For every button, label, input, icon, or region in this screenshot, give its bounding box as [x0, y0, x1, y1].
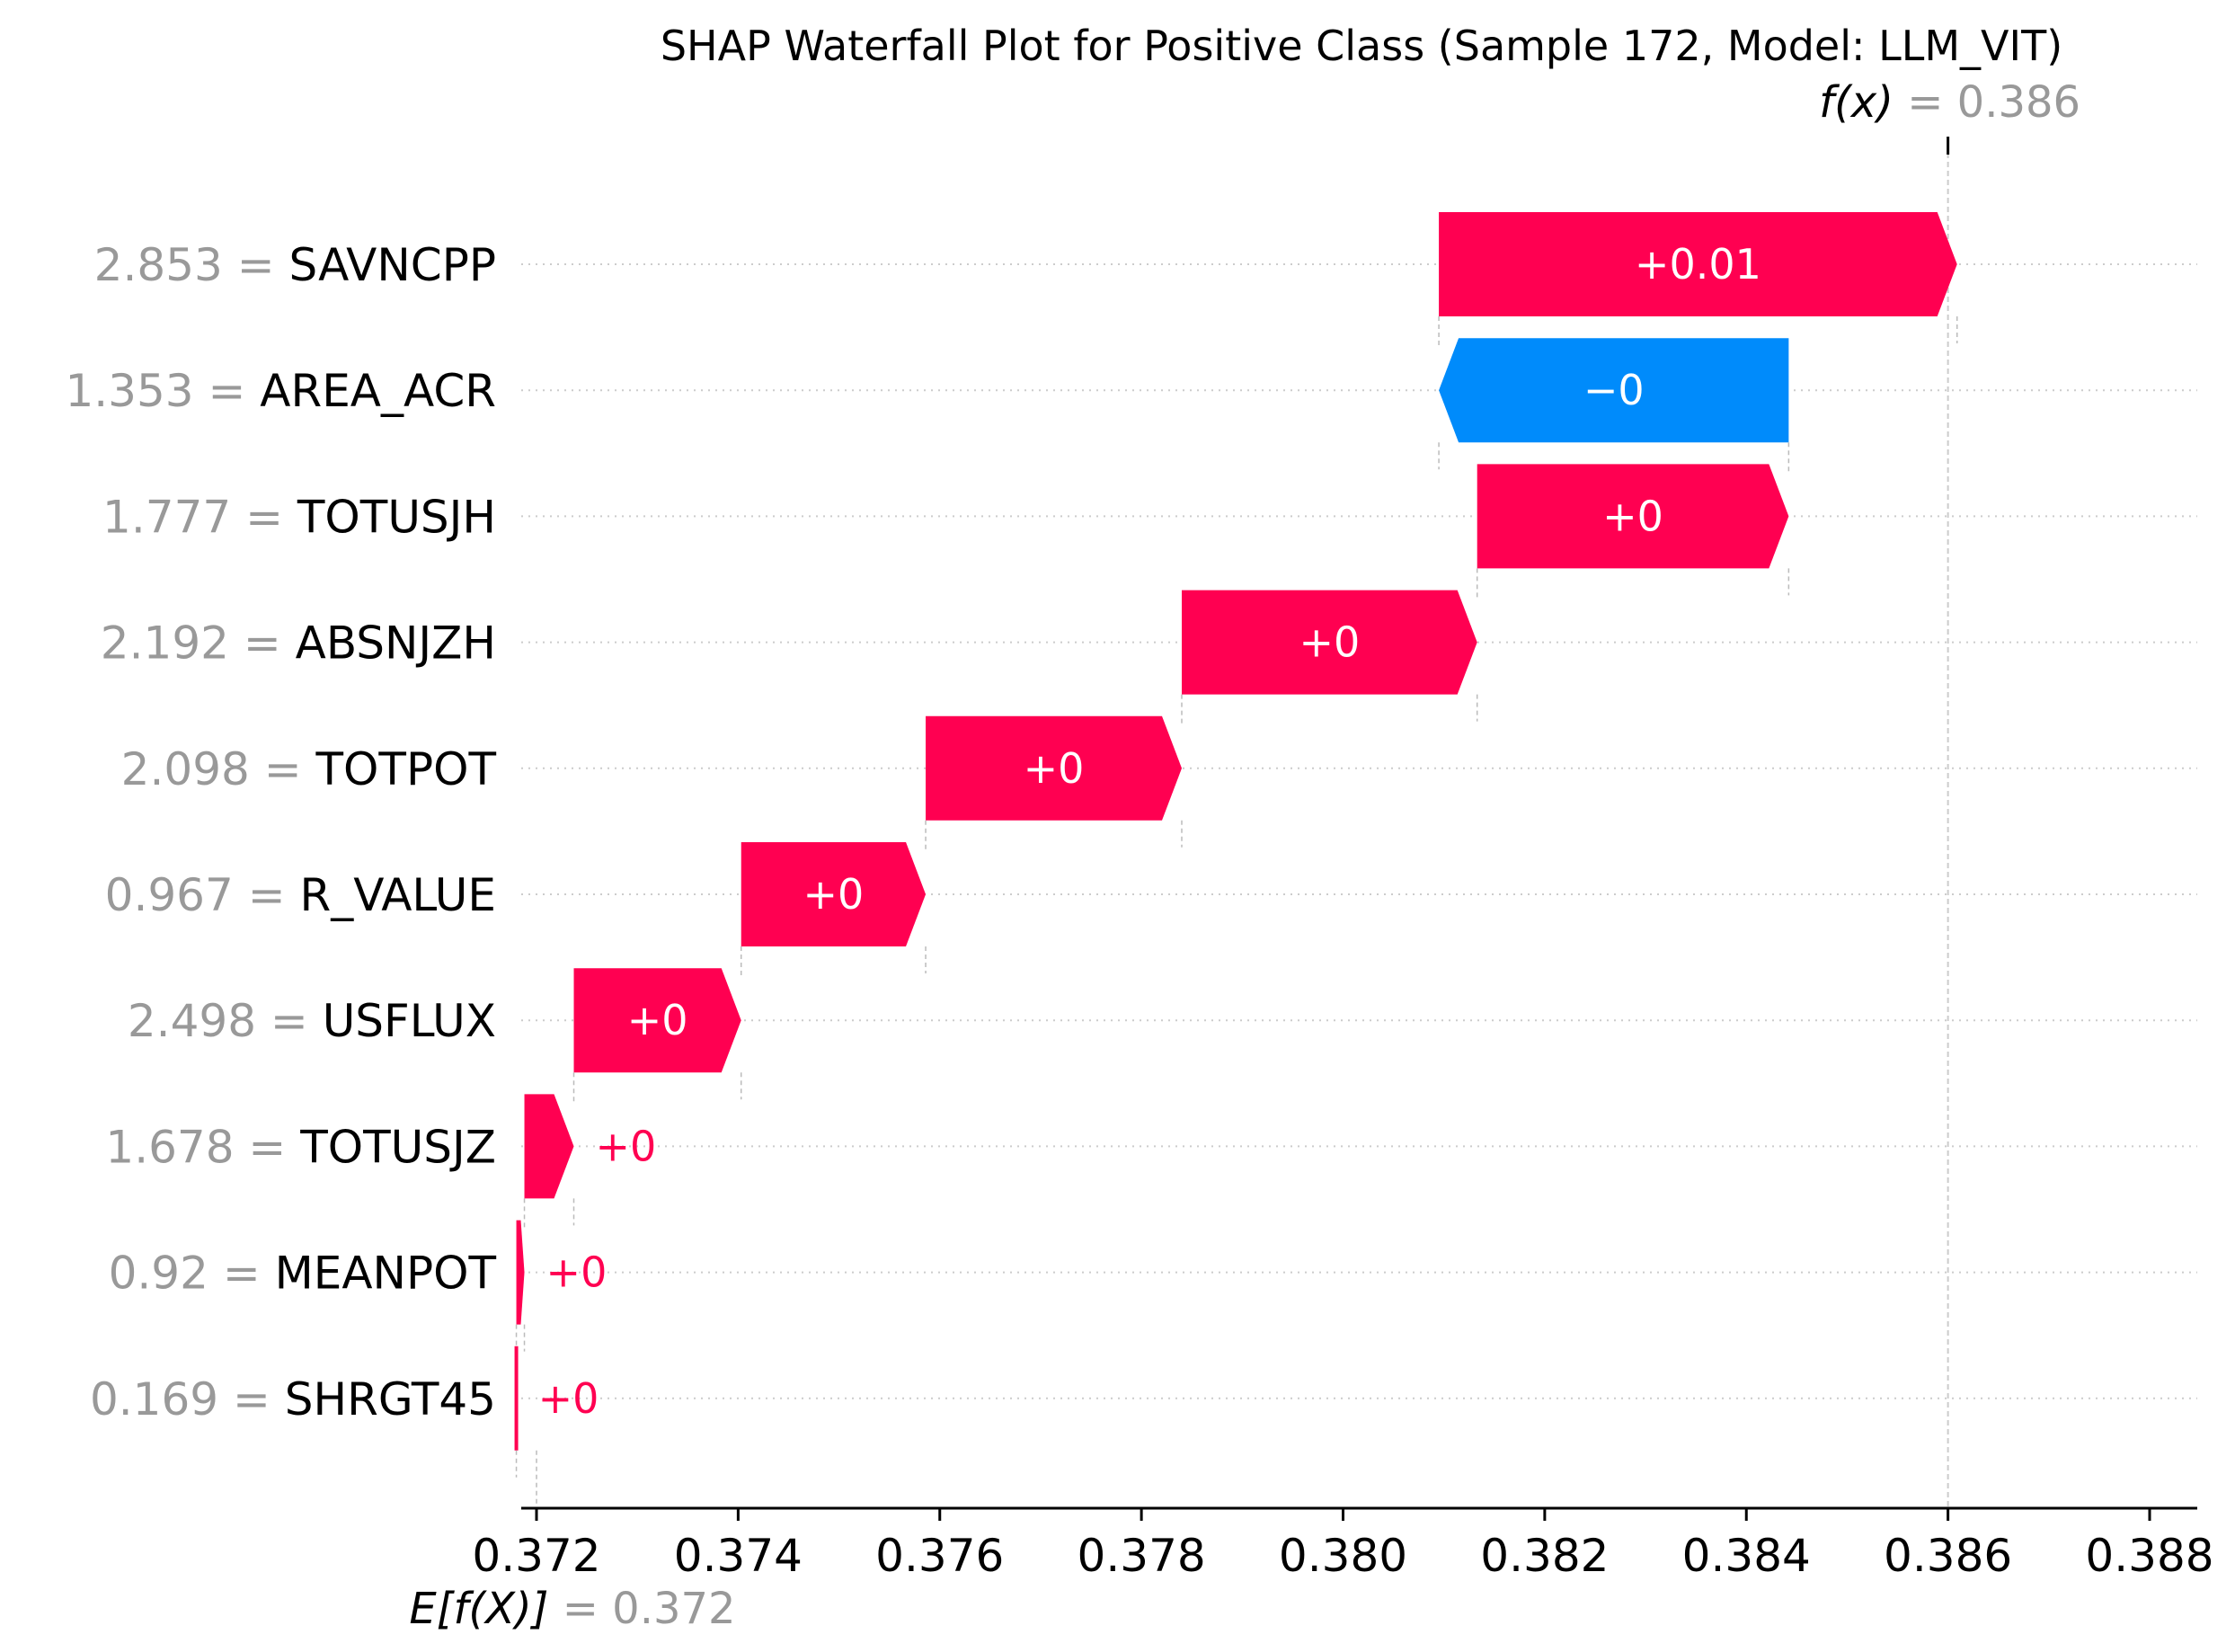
- feature-label: 1.777 = TOTUSJH: [102, 491, 496, 543]
- feature-value: 0.92 =: [109, 1248, 275, 1300]
- feature-label: 1.678 = TOTUSJZ: [105, 1121, 496, 1173]
- feature-name: TOTUSJH: [297, 491, 496, 543]
- bar-value-label: +0: [1024, 744, 1085, 793]
- feature-value: 1.353 =: [65, 365, 260, 417]
- waterfall-bar: [514, 1346, 519, 1451]
- bar-value-label: +0: [1602, 492, 1663, 540]
- feature-value: 2.192 =: [101, 617, 296, 670]
- feature-name: SHRGT45: [285, 1373, 496, 1426]
- feature-label: 0.169 = SHRGT45: [90, 1373, 496, 1426]
- feature-value: 2.098 =: [121, 743, 316, 795]
- waterfall-bar: [1439, 212, 1957, 316]
- bar-value-label: +0: [538, 1374, 599, 1423]
- feature-label: 2.098 = TOTPOT: [121, 743, 497, 795]
- bars-layer: +0.01 −0 +0 +0 +0 +0 +0 +0 +0 +0: [514, 212, 1958, 1478]
- feature-label: 2.192 = ABSNJZH: [101, 617, 496, 670]
- feature-name: TOTUSJZ: [299, 1121, 496, 1173]
- x-tick-label: 0.374: [674, 1530, 803, 1582]
- feature-name: SAVNCPP: [289, 239, 497, 291]
- feature-label: 0.967 = R_VALUE: [105, 869, 496, 921]
- output-value-label: f(x) = 0.386: [1819, 77, 2080, 128]
- x-tick-label: 0.380: [1279, 1530, 1407, 1582]
- x-tick-label: 0.386: [1884, 1530, 2012, 1582]
- bar-value-label: +0.01: [1635, 240, 1761, 289]
- base-value-label: E[f(X)] = 0.372: [409, 1584, 735, 1634]
- feature-name: TOTPOT: [315, 743, 497, 795]
- feature-name: R_VALUE: [299, 869, 496, 921]
- waterfall-bar: [573, 968, 741, 1073]
- x-tick-label: 0.376: [875, 1530, 1004, 1582]
- waterfall-bar: [926, 715, 1182, 821]
- x-tick-label: 0.372: [472, 1530, 600, 1582]
- waterfall-bar: [741, 842, 927, 946]
- waterfall-bar: [1477, 464, 1789, 569]
- feature-label: 0.92 = MEANPOT: [109, 1248, 497, 1300]
- reference-labels: f(x) = 0.386 E[f(X)] = 0.372: [409, 77, 2080, 1634]
- feature-label: 2.853 = SAVNCPP: [94, 239, 496, 291]
- chart-title: SHAP Waterfall Plot for Positive Class (…: [661, 22, 2062, 70]
- x-tick-label: 0.384: [1682, 1530, 1811, 1582]
- bar-value-label: −0: [1583, 366, 1645, 414]
- bar-value-label: +0: [596, 1122, 657, 1170]
- feature-name: MEANPOT: [275, 1248, 497, 1300]
- feature-value: 0.169 =: [90, 1373, 285, 1426]
- feature-label: 1.353 = AREA_ACR: [65, 365, 496, 417]
- waterfall-bar: [516, 1220, 525, 1325]
- feature-value: 0.967 =: [105, 869, 300, 921]
- feature-name: ABSNJZH: [296, 617, 496, 670]
- bar-value-label: +0: [627, 996, 688, 1044]
- feature-value: 1.678 =: [105, 1121, 300, 1173]
- feature-value: 1.777 =: [102, 491, 297, 543]
- x-tick-label: 0.382: [1480, 1530, 1609, 1582]
- bar-value-label: +0: [1299, 618, 1360, 667]
- feature-name: AREA_ACR: [260, 365, 496, 417]
- feature-label: 2.498 = USFLUX: [128, 995, 496, 1047]
- bar-value-label: +0: [803, 870, 864, 919]
- x-tick-label: 0.388: [2085, 1530, 2213, 1582]
- waterfall-bar: [1182, 590, 1477, 695]
- feature-value: 2.498 =: [128, 995, 323, 1047]
- x-tick-label: 0.378: [1078, 1530, 1206, 1582]
- rows-layer: 2.853 = SAVNCPP 1.353 = AREA_ACR 1.777 = T…: [65, 137, 2197, 1508]
- feature-value: 2.853 =: [94, 239, 289, 291]
- waterfall-bar: [524, 1094, 574, 1199]
- x-axis: 0.372 0.374 0.376 0.378 0.380 0.382 0.384 0.386…: [472, 1506, 2214, 1582]
- feature-name: USFLUX: [323, 995, 496, 1047]
- waterfall-bar: [1439, 338, 1789, 443]
- bar-value-label: +0: [546, 1248, 608, 1297]
